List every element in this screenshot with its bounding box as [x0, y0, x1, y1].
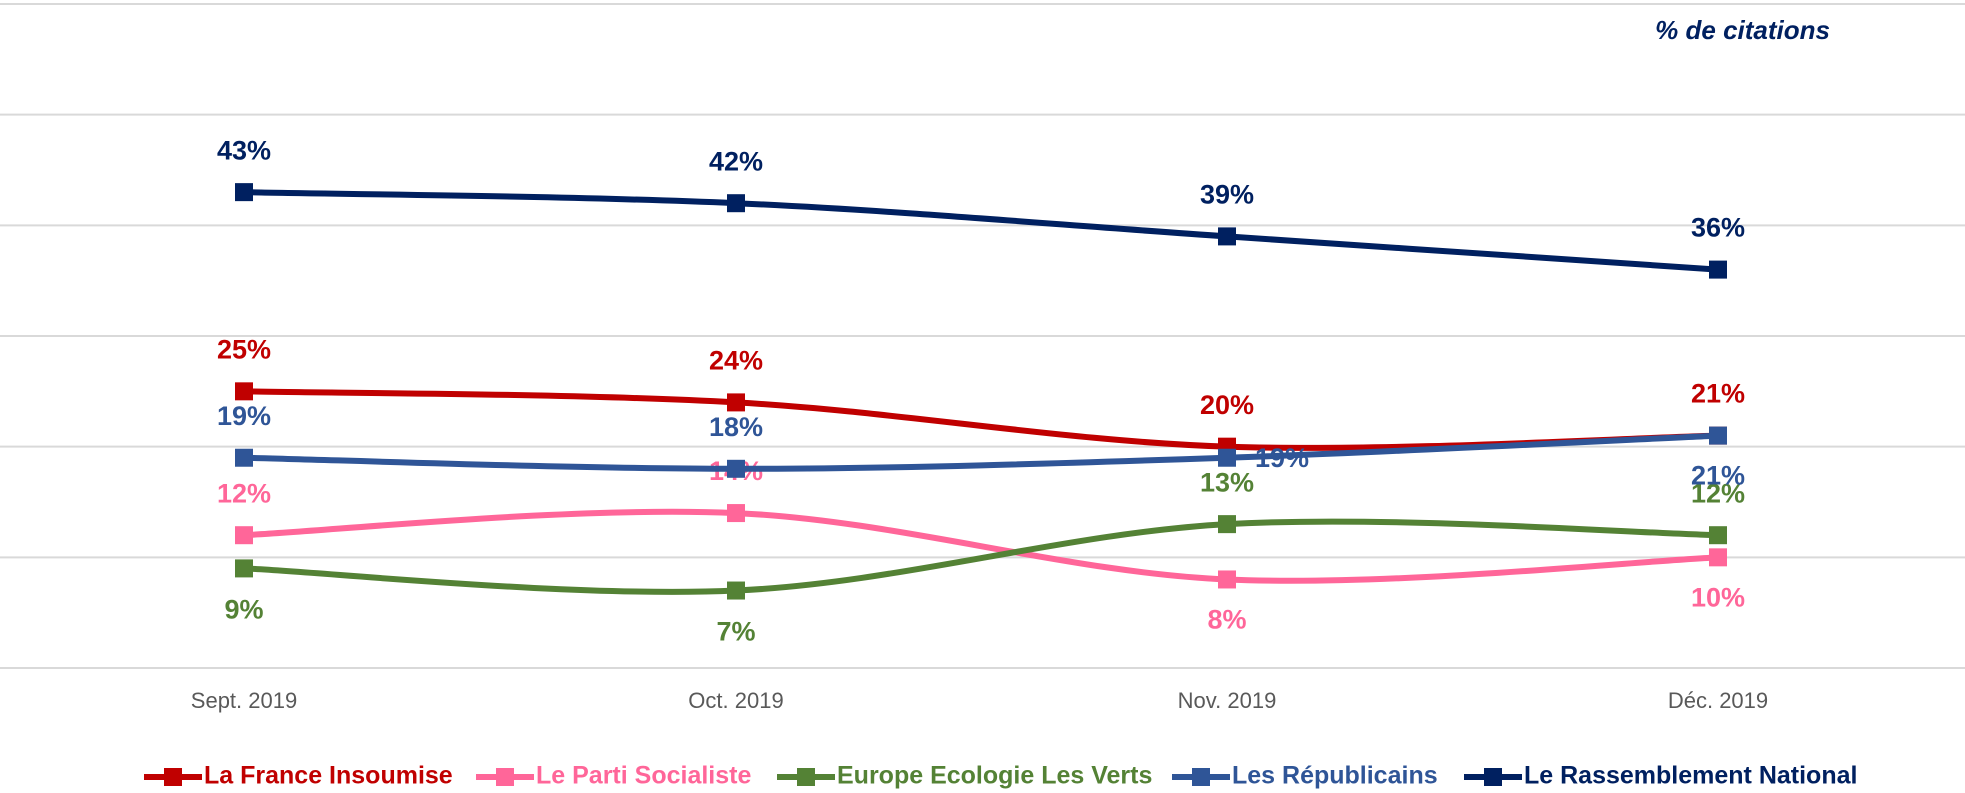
value-label: 25% — [217, 334, 271, 364]
series-line — [243, 189, 1719, 273]
series-line — [243, 508, 1719, 584]
legend-label: La France Insoumise — [204, 762, 453, 790]
marker — [235, 183, 253, 202]
marker — [1218, 515, 1236, 534]
value-label: 12% — [1691, 478, 1745, 508]
legend-marker — [1192, 768, 1210, 786]
annotation: % de citations — [1655, 15, 1830, 45]
value-label: 19% — [217, 401, 271, 431]
marker — [727, 504, 745, 523]
marker — [1709, 548, 1727, 567]
value-label: 21% — [1691, 379, 1745, 409]
value-label: 20% — [1200, 390, 1254, 420]
x-tick-label: Déc. 2019 — [1668, 688, 1768, 713]
series-line — [243, 432, 1719, 472]
value-label: 43% — [217, 135, 271, 165]
value-label: 21% — [1691, 461, 1745, 491]
legend-marker — [1484, 768, 1502, 786]
marker — [235, 382, 253, 401]
value-label: 10% — [1691, 582, 1745, 612]
marker — [1709, 526, 1727, 545]
value-label: 42% — [709, 146, 763, 176]
marker — [1709, 260, 1727, 279]
x-tick-label: Oct. 2019 — [688, 688, 783, 713]
marker — [1218, 448, 1236, 467]
marker — [1218, 570, 1236, 589]
marker — [727, 459, 745, 478]
value-label: 9% — [224, 595, 263, 625]
legend-marker — [797, 768, 815, 786]
value-label: 39% — [1200, 180, 1254, 210]
marker — [727, 194, 745, 213]
x-tick-label: Nov. 2019 — [1178, 688, 1277, 713]
marker — [235, 559, 253, 578]
legend-label: Les Républicains — [1232, 762, 1438, 790]
legend-label: Europe Ecologie Les Verts — [837, 762, 1152, 790]
series-line — [243, 518, 1719, 595]
value-label: 13% — [1200, 467, 1254, 497]
marker — [1709, 426, 1727, 445]
value-label: 24% — [709, 346, 763, 376]
legend-marker — [164, 768, 182, 786]
marker — [727, 393, 745, 412]
series-line — [243, 388, 1719, 451]
value-label: 18% — [709, 412, 763, 442]
x-tick-label: Sept. 2019 — [191, 688, 297, 713]
marker — [1218, 227, 1236, 246]
legend-label: Le Rassemblement National — [1524, 762, 1857, 790]
marker — [235, 448, 253, 467]
legend-label: Le Parti Socialiste — [536, 762, 751, 790]
value-label: 12% — [217, 478, 271, 508]
value-label: 36% — [1691, 213, 1745, 243]
marker — [235, 526, 253, 545]
value-label: 19% — [1255, 443, 1309, 473]
value-label: 7% — [716, 617, 755, 647]
legend-marker — [496, 768, 514, 786]
value-label: 8% — [1207, 605, 1246, 635]
marker — [727, 581, 745, 600]
